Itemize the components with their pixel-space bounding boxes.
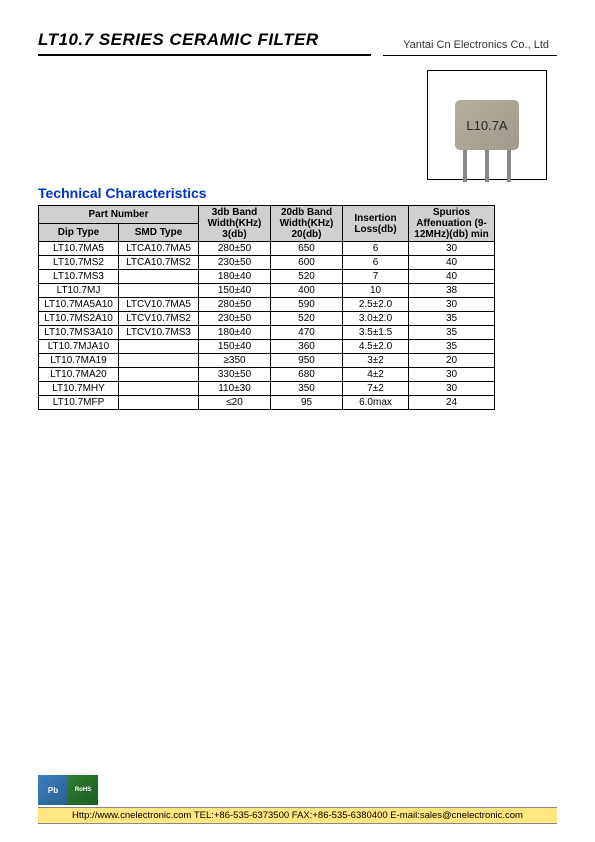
pb-free-icon: Pb xyxy=(38,775,68,805)
footer-logos: Pb RoHS xyxy=(38,775,557,805)
table-row: LT10.7MS3180±40520740 xyxy=(39,270,495,284)
table-row: LT10.7MA5A10LTCV10.7MA5280±505902.5±2.03… xyxy=(39,298,495,312)
table-row: LT10.7MHY110±303507±230 xyxy=(39,382,495,396)
characteristics-table: Part Number 3db Band Width(KHz) 3(db) 20… xyxy=(38,205,495,410)
table-row: LT10.7MFP≤20956.0max24 xyxy=(39,396,495,410)
th-insertion: Insertion Loss(db) xyxy=(343,206,409,242)
th-spurious: Spurios Affenuation (9-12MHz)(db) min xyxy=(409,206,495,242)
table-row: LT10.7MJA10150±403604.5±2.035 xyxy=(39,340,495,354)
th-part-number: Part Number xyxy=(39,206,199,224)
th-smd: SMD Type xyxy=(119,224,199,242)
page-title: LT10.7 SERIES CERAMIC FILTER xyxy=(38,30,371,56)
table-row: LT10.7MA5LTCA10.7MA5280±50650630 xyxy=(39,242,495,256)
th-20db: 20db Band Width(KHz) 20(db) xyxy=(271,206,343,242)
th-3db: 3db Band Width(KHz) 3(db) xyxy=(199,206,271,242)
table-row: LT10.7MJ150±404001038 xyxy=(39,284,495,298)
footer-contact: Http://www.cnelectronic.com TEL:+86-535-… xyxy=(38,807,557,824)
component-image: L10.7A xyxy=(427,70,547,180)
table-row: LT10.7MS2LTCA10.7MS2230±50600640 xyxy=(39,256,495,270)
th-dip: Dip Type xyxy=(39,224,119,242)
company-name: Yantai Cn Electronics Co., Ltd xyxy=(383,39,557,56)
table-row: LT10.7MS3A10LTCV10.7MS3180±404703.5±1.53… xyxy=(39,326,495,340)
component-label: L10.7A xyxy=(466,118,507,133)
rohs-icon: RoHS xyxy=(68,775,98,805)
header-bar: LT10.7 SERIES CERAMIC FILTER Yantai Cn E… xyxy=(38,30,557,56)
table-row: LT10.7MS2A10LTCV10.7MS2230±505203.0±2.03… xyxy=(39,312,495,326)
section-title: Technical Characteristics xyxy=(38,185,207,201)
table-body: LT10.7MA5LTCA10.7MA5280±50650630 LT10.7M… xyxy=(39,242,495,410)
table-row: LT10.7MA19≥3509503±220 xyxy=(39,354,495,368)
component-body: L10.7A xyxy=(455,100,519,150)
footer: Pb RoHS Http://www.cnelectronic.com TEL:… xyxy=(38,775,557,824)
table-row: LT10.7MA20330±506804±230 xyxy=(39,368,495,382)
